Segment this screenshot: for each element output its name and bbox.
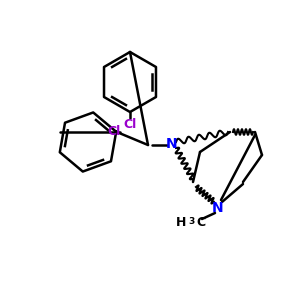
Text: N: N (166, 137, 178, 151)
Text: H: H (176, 217, 186, 230)
Text: 3: 3 (188, 217, 194, 226)
Text: Cl: Cl (123, 118, 136, 130)
Text: C: C (196, 217, 205, 230)
Text: Cl: Cl (108, 125, 121, 138)
Text: N: N (212, 201, 224, 215)
